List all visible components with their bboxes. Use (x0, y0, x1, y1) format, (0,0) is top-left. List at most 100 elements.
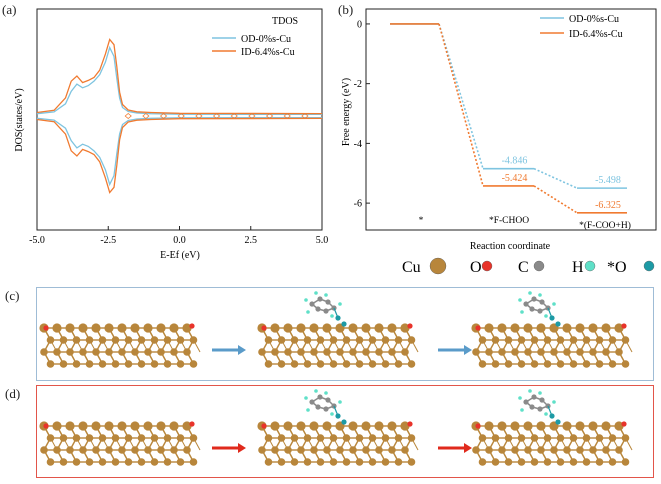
tdos-baseline-marker (230, 112, 238, 120)
tdos-baseline-marker (159, 112, 168, 120)
cu-atom (170, 446, 178, 454)
cu-atom (517, 458, 526, 466)
cu-atom (104, 421, 114, 431)
cu-atom (277, 458, 286, 466)
cu-atom (150, 360, 159, 368)
cu-atom (491, 336, 500, 344)
cu-atom (563, 348, 571, 356)
cu-atom (284, 446, 292, 454)
cu-atom (569, 360, 578, 368)
cu-atom (504, 360, 513, 368)
o-atom (475, 423, 481, 429)
cu-atom (478, 336, 487, 344)
cu-atom (550, 446, 558, 454)
cu-atom (183, 446, 191, 454)
cu-atom (550, 348, 558, 356)
cu-atom (118, 348, 126, 356)
cu-atom (277, 434, 286, 442)
h-atom (552, 400, 556, 404)
cu-atom (316, 458, 325, 466)
cu-atom (117, 421, 127, 431)
cu-atom (271, 348, 279, 356)
o-atom (621, 323, 627, 329)
cu-atom (588, 323, 598, 333)
star-o-atom (555, 419, 561, 425)
cu-atom (510, 323, 520, 333)
o-atom (189, 323, 195, 329)
cu-atom (46, 434, 55, 442)
cu-slab (471, 421, 633, 466)
cu-atom (98, 336, 107, 344)
cu-atom (601, 421, 611, 431)
cu-atom (472, 446, 480, 454)
fe-legend-id: ID-6.4%s-Cu (569, 29, 623, 40)
cu-atom (163, 434, 172, 442)
cu-atom (589, 446, 597, 454)
c-atom (317, 394, 323, 400)
cu-atom (381, 434, 390, 442)
cu-atom (98, 434, 107, 442)
h-atom (538, 293, 542, 297)
cu-atom (485, 348, 493, 356)
cu-atom (387, 323, 397, 333)
cu-atom (85, 336, 94, 344)
cu-atom (65, 421, 75, 431)
cu-atom (361, 323, 371, 333)
cu-atom (310, 446, 318, 454)
cu-atom (46, 360, 55, 368)
cu-slab (471, 323, 633, 368)
cu-atom (163, 360, 172, 368)
cu-atom (336, 446, 344, 454)
fe-data-label: -5.424 (502, 173, 528, 184)
h-atom (314, 389, 318, 393)
cu-atom (79, 348, 87, 356)
cu-atom (176, 336, 185, 344)
c-atom (537, 406, 543, 412)
cu-atom (98, 360, 107, 368)
cu-atom (375, 348, 383, 356)
h-atom (314, 291, 318, 295)
free-energy-chart: 0 -2 -4 -6 -4.846 -5.498 -5.424 -6.325 * *F-CHO… (341, 8, 657, 252)
tdos-ylabel: DOS(states/eV) (14, 88, 25, 151)
fe-data-label: -4.846 (502, 156, 528, 167)
tdos-baseline-marker (124, 112, 132, 120)
cu-atom (621, 360, 630, 368)
cu-atom (394, 458, 403, 466)
cu-atom (105, 348, 113, 356)
cu-atom (130, 323, 140, 333)
cu-atom (348, 421, 358, 431)
cu-atom (143, 323, 153, 333)
tdos-legend-od: OD-0%s-Cu (241, 34, 291, 45)
star-o-atom (341, 419, 347, 425)
h-atom (324, 391, 328, 395)
o-atom (475, 325, 481, 331)
cu-atom (111, 336, 120, 344)
cu-atom (615, 348, 623, 356)
cu-atom (72, 458, 81, 466)
cu-atom (283, 323, 293, 333)
cu-atom (556, 360, 565, 368)
cu-atom (303, 360, 312, 368)
cu-atom (150, 458, 159, 466)
h-atom (520, 310, 524, 314)
cu-atom (72, 336, 81, 344)
atom-legend-label: H (572, 259, 584, 276)
cu-atom (91, 323, 101, 333)
cu-atom (497, 323, 507, 333)
cu-atom (362, 348, 370, 356)
cu-atom (150, 434, 159, 442)
cu-atom (52, 323, 62, 333)
h-atom (544, 412, 548, 416)
cu-atom (322, 421, 332, 431)
tdos-x-ticks: -5.0 -2.5 0.0 2.5 5.0 (29, 226, 328, 246)
o-atom (261, 423, 267, 429)
cu-atom (588, 421, 598, 431)
transition-arrow-head (238, 345, 246, 355)
h-atom (306, 310, 310, 314)
cu-atom (582, 336, 591, 344)
cu-atom (157, 446, 165, 454)
h-atom (520, 408, 524, 412)
cu-atom (381, 360, 390, 368)
cu-atom (130, 421, 140, 431)
cu-atom (614, 323, 624, 333)
